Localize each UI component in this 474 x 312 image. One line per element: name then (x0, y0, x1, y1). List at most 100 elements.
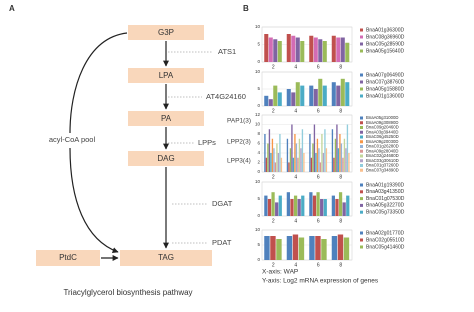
legend-label: BnaA02g01770D (366, 230, 404, 236)
bar (323, 199, 327, 216)
axis-note: X-axis: WAP (262, 269, 298, 276)
bar (275, 202, 279, 216)
legend-label: BnaC05g41460D (366, 244, 405, 250)
legend-swatch (360, 210, 363, 214)
bar (271, 138, 274, 172)
y-tick-label: 5 (257, 42, 260, 47)
bar (322, 85, 327, 106)
legend-label: BnaA03g41350D (366, 189, 404, 195)
x-tick-label: 2 (272, 108, 275, 114)
y-tick-label: 10 (255, 24, 261, 29)
y-tick-label: 10 (255, 122, 261, 127)
bar (320, 199, 324, 216)
x-tick-label: 6 (317, 64, 320, 70)
bar (321, 134, 323, 172)
node-box (120, 250, 212, 266)
bar (331, 195, 335, 216)
bar (313, 124, 316, 172)
bar (337, 148, 340, 172)
legend-swatch (360, 168, 363, 172)
legend-label: BnaA01g13600D (366, 93, 404, 99)
node-label: DAG (157, 154, 174, 163)
bar (319, 162, 322, 172)
enzyme-label: LPP2(3) (227, 139, 251, 146)
curve (69, 147, 119, 253)
legend-label: BnaA03g39440D (366, 129, 399, 134)
legend-swatch (360, 116, 363, 120)
bar (346, 124, 349, 172)
bar (340, 78, 345, 106)
bar (309, 236, 315, 260)
bar (270, 153, 272, 172)
bar (333, 157, 335, 172)
legend-label: BnaA05g32270D (366, 203, 404, 209)
axis-note: Y-axis: Log2 mRNA expression of genes (262, 278, 379, 285)
bar (297, 199, 301, 216)
bar (268, 37, 273, 62)
bar (280, 157, 283, 172)
bar (318, 148, 320, 172)
x-tick-label: 8 (339, 218, 342, 224)
bar (300, 148, 302, 172)
bar (345, 82, 350, 106)
bar (346, 195, 350, 216)
curve (69, 32, 128, 134)
legend-swatch (360, 80, 363, 84)
legend-swatch (360, 42, 363, 46)
x-tick-label: 8 (339, 64, 342, 70)
bar (309, 192, 313, 216)
bar (312, 195, 317, 216)
y-tick-label: 0 (257, 257, 260, 262)
legend-label: BnaC05g28590D (366, 41, 405, 47)
bar (310, 157, 313, 172)
bar (322, 41, 327, 62)
legend-swatch (360, 94, 363, 98)
bar (336, 85, 341, 106)
y-tick-label: 8 (257, 131, 260, 136)
legend-label: BnaA01g19390D (366, 182, 404, 188)
enzyme-label: LPPs (198, 138, 216, 147)
legend-label: BnaC02g24680D (366, 153, 399, 158)
x-tick-label: 4 (294, 108, 297, 114)
bar (298, 237, 305, 260)
bar (325, 148, 328, 172)
bar (276, 143, 278, 172)
legend-swatch (360, 145, 363, 148)
caption: Triacylglycerol biosynthesis pathway (63, 288, 192, 297)
legend-swatch (360, 197, 363, 201)
enzyme-label: LPP3(4) (227, 158, 251, 165)
legend-label: BnaA01g36300D (366, 27, 404, 33)
legend-swatch (360, 28, 363, 32)
bar (297, 157, 299, 172)
legend-swatch (360, 130, 363, 134)
legend-swatch (360, 35, 363, 39)
bar (294, 134, 296, 172)
bar (316, 138, 319, 172)
y-tick-label: 0 (257, 103, 260, 108)
bar (295, 82, 300, 106)
bar (316, 192, 320, 216)
legend-swatch (360, 154, 363, 158)
bar (335, 199, 339, 216)
y-tick-label: 5 (257, 86, 260, 91)
bar (277, 41, 282, 62)
bar (345, 148, 347, 172)
legend-swatch (360, 245, 363, 249)
legend-swatch (360, 49, 363, 53)
bar (286, 34, 291, 62)
legend-label: BnaC06g45250D (366, 134, 399, 139)
bar (315, 153, 317, 172)
bar (340, 37, 345, 62)
legend-label: BnaA05g31000D (366, 115, 399, 120)
bar (286, 192, 290, 216)
panel-label: B (243, 4, 249, 13)
bar (291, 124, 293, 172)
bar (277, 153, 280, 172)
legend-label: BnaC05g73350D (366, 210, 405, 216)
bar (267, 199, 272, 216)
node-label: TAG (158, 253, 174, 262)
y-tick-label: 2 (257, 160, 260, 165)
bar (278, 195, 282, 216)
x-tick-label: 2 (272, 64, 275, 70)
